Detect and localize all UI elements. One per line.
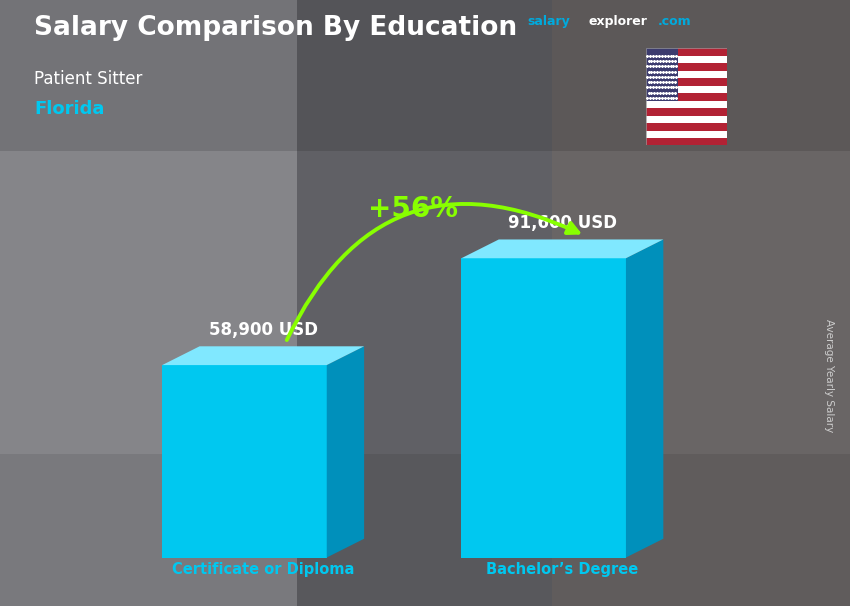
Bar bbox=[646, 86, 727, 93]
Text: 91,600 USD: 91,600 USD bbox=[507, 214, 617, 232]
Text: +56%: +56% bbox=[368, 195, 458, 223]
Polygon shape bbox=[626, 239, 663, 558]
Text: Salary Comparison By Education: Salary Comparison By Education bbox=[34, 15, 517, 41]
Polygon shape bbox=[162, 346, 364, 365]
Text: salary: salary bbox=[527, 15, 570, 28]
Text: explorer: explorer bbox=[588, 15, 647, 28]
Text: Bachelor’s Degree: Bachelor’s Degree bbox=[486, 562, 638, 577]
Text: .com: .com bbox=[658, 15, 692, 28]
Bar bbox=[646, 48, 727, 56]
Bar bbox=[646, 64, 727, 71]
Bar bbox=[646, 93, 727, 101]
Bar bbox=[646, 130, 727, 138]
Bar bbox=[646, 123, 727, 130]
Polygon shape bbox=[326, 346, 364, 558]
Bar bbox=[162, 365, 326, 558]
Bar bbox=[646, 78, 727, 86]
Bar bbox=[646, 138, 727, 145]
Bar bbox=[462, 258, 626, 558]
Bar bbox=[646, 116, 727, 123]
Polygon shape bbox=[462, 239, 663, 258]
Text: Patient Sitter: Patient Sitter bbox=[34, 70, 142, 88]
Bar bbox=[646, 108, 727, 116]
Bar bbox=[646, 48, 678, 101]
Text: Florida: Florida bbox=[34, 100, 105, 118]
Text: Certificate or Diploma: Certificate or Diploma bbox=[172, 562, 354, 577]
Bar bbox=[646, 101, 727, 108]
Bar bbox=[646, 56, 727, 64]
Text: Average Yearly Salary: Average Yearly Salary bbox=[824, 319, 834, 432]
Text: 58,900 USD: 58,900 USD bbox=[208, 321, 318, 339]
Bar bbox=[646, 71, 727, 78]
